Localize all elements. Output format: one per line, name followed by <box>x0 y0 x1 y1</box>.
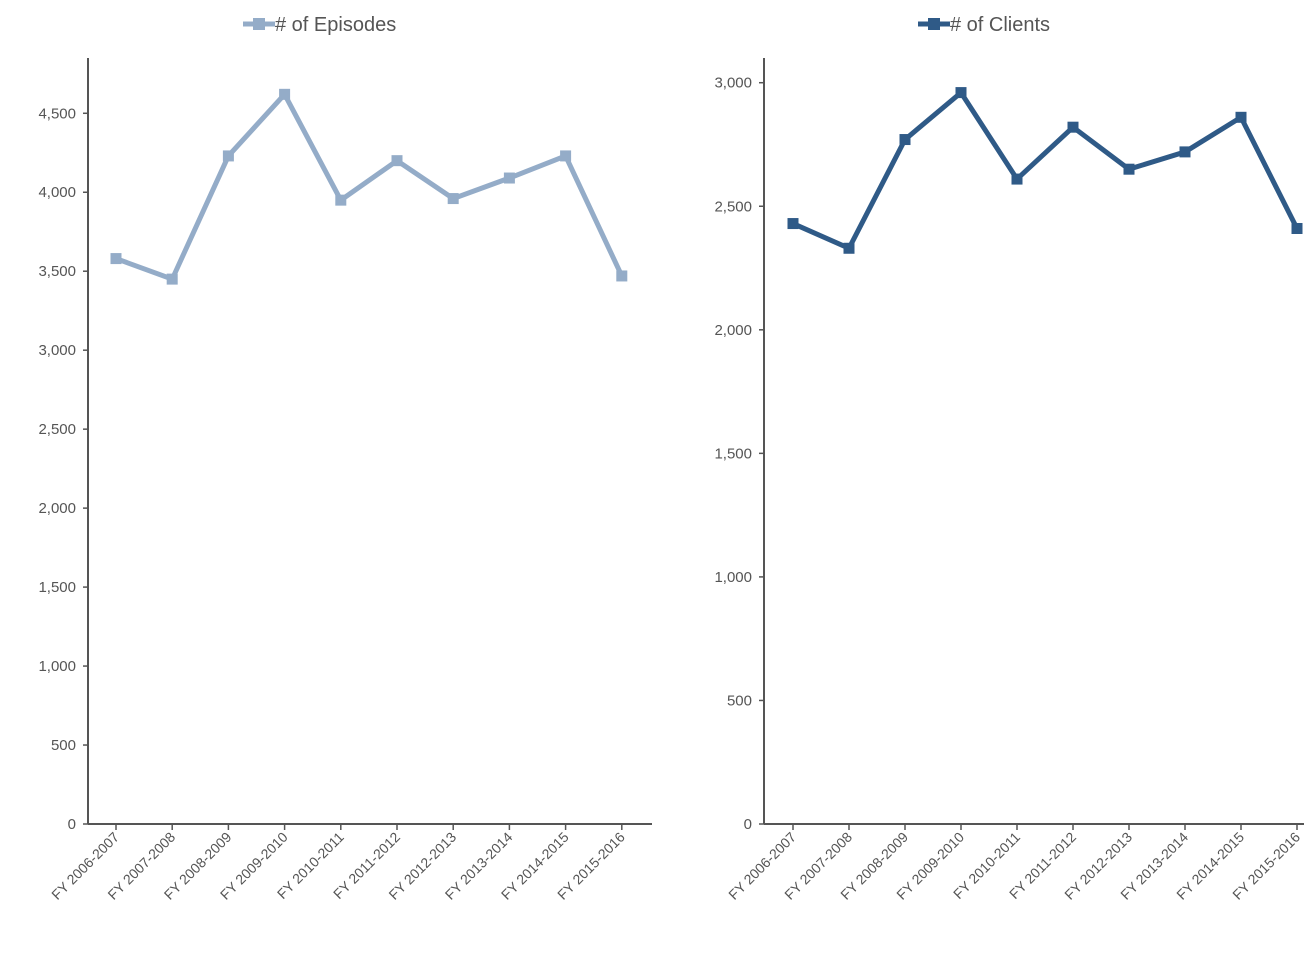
episodes-y-tick-label: 1,500 <box>38 579 76 596</box>
clients-data-point <box>787 218 799 230</box>
episodes-y-tick-label: 2,000 <box>38 500 76 517</box>
clients-y-tick-label: 1,000 <box>714 569 752 586</box>
episodes-data-point <box>616 270 628 282</box>
clients-data-point <box>1291 222 1303 234</box>
episodes-data-point <box>166 273 178 285</box>
episodes-series-line <box>115 90 625 283</box>
clients-y-tick-label: 1,500 <box>714 445 752 462</box>
clients-legend-swatch-marker <box>928 18 940 30</box>
clients-y-tick-label: 2,500 <box>714 198 752 215</box>
clients-legend-label: # of Clients <box>950 14 1050 36</box>
episodes-y-tick-label: 0 <box>68 816 76 833</box>
episodes-legend-label: # of Episodes <box>275 14 396 36</box>
episodes-legend-swatch-marker <box>253 18 265 30</box>
clients-data-point <box>1067 121 1079 133</box>
episodes-y-tick-label: 500 <box>51 737 76 754</box>
episodes-data-point <box>335 194 347 206</box>
clients-data-point <box>1179 146 1191 158</box>
clients-data-point <box>1123 163 1135 175</box>
clients-data-point <box>955 87 967 99</box>
episodes-y-tick-label: 1,000 <box>38 658 76 675</box>
episodes-data-point <box>447 193 459 205</box>
episodes-data-point <box>279 88 291 100</box>
episodes-y-tick-label: 4,000 <box>38 184 76 201</box>
episodes-chart: 0 500 1,000 1,500 2,000 2,500 3,000 3,500 4,000 4… <box>38 14 652 903</box>
episodes-data-point <box>222 150 234 162</box>
episodes-y-tick-label: 3,000 <box>38 342 76 359</box>
episodes-y-tick-label: 3,500 <box>38 263 76 280</box>
episodes-data-point <box>503 172 515 184</box>
episodes-data-point <box>391 155 403 167</box>
clients-y-tick-label: 3,000 <box>714 75 752 92</box>
clients-series-line <box>791 88 1300 252</box>
clients-data-point <box>1011 173 1023 185</box>
episodes-y-tick-label: 2,500 <box>38 421 76 438</box>
clients-y-tick-label: 0 <box>744 816 752 833</box>
clients-y-tick-label: 2,000 <box>714 322 752 339</box>
episodes-legend: # of Episodes <box>243 14 396 36</box>
clients-legend: # of Clients <box>918 14 1050 36</box>
episodes-y-tick-label: 4,500 <box>38 105 76 122</box>
clients-data-point <box>899 134 911 146</box>
clients-y-tick-label: 500 <box>727 692 752 709</box>
clients-data-point <box>843 242 855 254</box>
episodes-data-point <box>110 253 122 265</box>
clients-data-point <box>1235 111 1247 123</box>
episodes-data-point <box>560 150 572 162</box>
